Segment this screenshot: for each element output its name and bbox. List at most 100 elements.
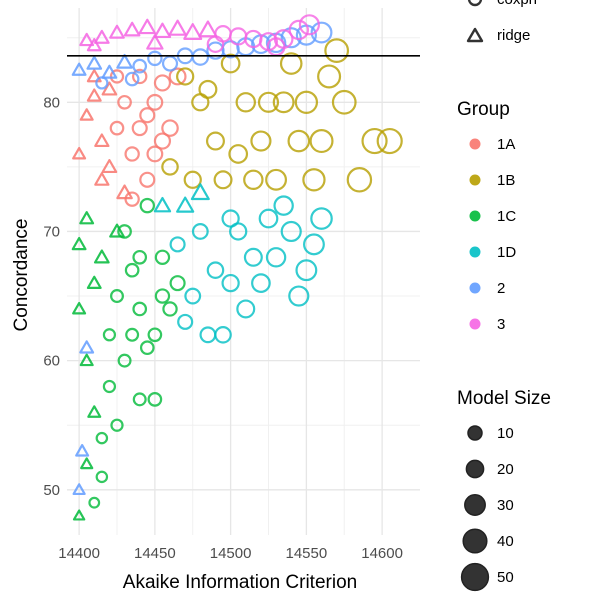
shape-legend-label: ridge: [497, 27, 530, 44]
data-point: [139, 340, 155, 356]
data-point: [109, 120, 125, 136]
data-point: [153, 74, 172, 92]
data-point: [176, 67, 195, 86]
grid: [67, 8, 420, 535]
data-point: [228, 144, 249, 164]
data-point: [161, 55, 179, 72]
data-point: [153, 196, 172, 213]
color-legend-item-2: 2: [469, 280, 505, 297]
data-point: [71, 62, 87, 76]
data-point: [109, 24, 125, 39]
data-point: [190, 183, 210, 201]
data-points: [71, 14, 403, 521]
data-point: [79, 32, 95, 47]
data-point: [146, 145, 164, 163]
size-legend-label: 30: [497, 497, 514, 514]
data-point: [93, 29, 110, 44]
color-legend-label: 3: [497, 316, 505, 333]
data-point: [288, 19, 310, 41]
data-point: [287, 129, 311, 153]
series-1C: [71, 197, 186, 521]
data-point: [191, 48, 210, 66]
data-point: [94, 172, 110, 186]
data-point: [169, 275, 186, 292]
y-tick-label: 80: [43, 94, 60, 111]
color-legend-item-1C: 1C: [469, 208, 516, 225]
data-point: [309, 129, 334, 154]
data-point: [72, 146, 87, 160]
data-point: [235, 92, 256, 113]
size-legend-label: 20: [497, 461, 514, 478]
data-point: [183, 23, 203, 40]
data-point: [72, 483, 86, 496]
data-point: [198, 20, 218, 38]
size-legend-label: 10: [497, 425, 514, 442]
data-point: [80, 457, 94, 470]
color-legend-label: 1B: [497, 172, 515, 189]
data-point: [87, 405, 102, 418]
data-point: [273, 195, 294, 216]
data-point: [265, 247, 287, 268]
data-point: [169, 236, 186, 253]
series-1D: [153, 183, 333, 344]
data-point: [86, 275, 102, 289]
data-point: [101, 81, 118, 96]
y-tick-label: 50: [43, 482, 60, 499]
data-point: [310, 21, 333, 44]
data-point: [138, 18, 156, 35]
data-point: [279, 52, 303, 75]
data-point: [191, 223, 209, 240]
data-point: [213, 170, 233, 190]
series-1B: [161, 38, 403, 193]
data-point: [147, 50, 163, 67]
data-point: [280, 220, 302, 243]
series-1A: [72, 67, 187, 207]
data-point: [176, 196, 195, 213]
data-point: [236, 299, 256, 319]
size-swatch: [467, 425, 483, 441]
color-swatch: [469, 138, 481, 150]
data-point: [123, 21, 141, 37]
data-point: [79, 108, 94, 121]
data-point: [139, 107, 156, 124]
color-legend-label: 1A: [497, 136, 515, 153]
x-axis-title: Akaike Information Criterion: [123, 572, 357, 593]
data-point: [125, 327, 140, 342]
shape-legend-item-ridge: ridge: [466, 27, 530, 44]
size-legend-title: Model Size: [457, 388, 551, 409]
data-point: [257, 91, 280, 113]
data-point: [124, 146, 140, 162]
color-swatch: [469, 210, 481, 222]
data-point: [265, 168, 288, 191]
data-point: [94, 133, 110, 148]
data-point: [206, 261, 225, 279]
size-swatch: [464, 494, 486, 516]
data-point: [199, 326, 217, 344]
data-point: [331, 89, 357, 115]
data-point: [132, 58, 148, 74]
data-point: [243, 247, 263, 267]
data-point: [79, 353, 94, 367]
data-point: [132, 392, 147, 407]
data-point: [154, 288, 171, 304]
data-point: [251, 273, 271, 293]
data-point: [132, 301, 148, 317]
data-point: [295, 259, 318, 282]
size-legend-item-10: 10: [467, 425, 514, 442]
data-point: [310, 207, 333, 230]
data-point: [184, 287, 202, 305]
color-legend-item-1D: 1D: [469, 244, 516, 261]
color-legend-label: 1C: [497, 208, 516, 225]
color-swatch: [469, 246, 481, 258]
data-point: [88, 496, 101, 509]
data-point: [361, 127, 388, 155]
y-axis-title: Concordance: [11, 218, 32, 331]
data-point: [154, 249, 171, 265]
color-legend-label: 2: [497, 280, 505, 297]
color-legend-label: 1D: [497, 244, 516, 261]
y-tick-label: 60: [43, 353, 60, 370]
x-tick-label: 14500: [210, 545, 252, 562]
y-axis-ticks: 50 60 70 80: [43, 94, 60, 499]
data-point: [177, 313, 194, 330]
